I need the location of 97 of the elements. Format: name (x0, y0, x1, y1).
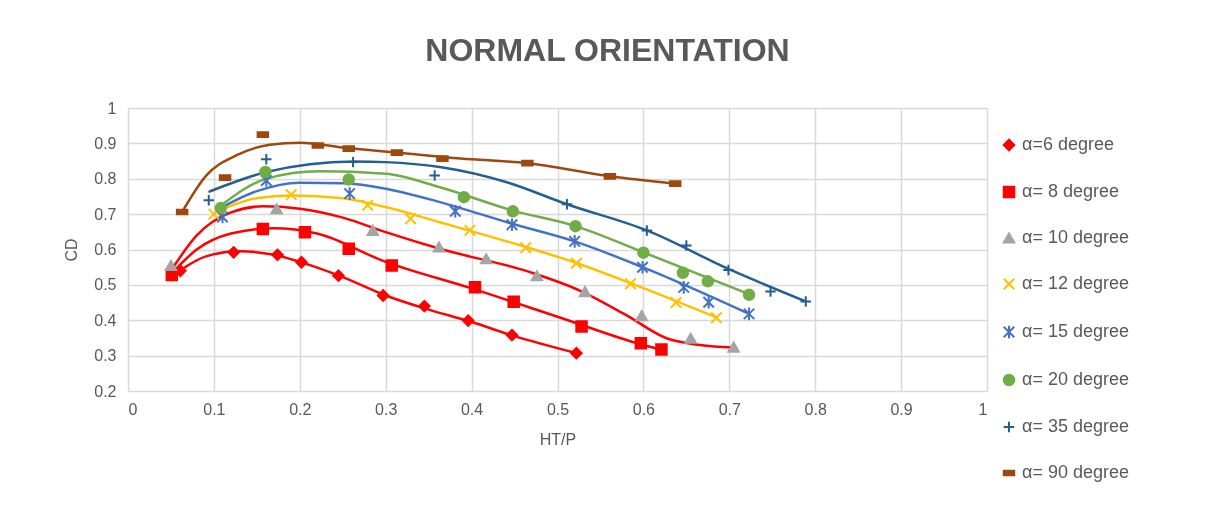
point (376, 289, 390, 302)
point (164, 259, 178, 271)
point (342, 173, 356, 186)
point (570, 346, 583, 360)
point (270, 203, 283, 215)
point (479, 253, 493, 265)
point (578, 286, 592, 298)
point (710, 311, 723, 325)
point (346, 155, 360, 169)
x-tick-label: 0 (128, 400, 138, 418)
point (463, 224, 477, 237)
x-tick-label: 0.5 (546, 400, 570, 418)
legend-label: α= 10 degree (1022, 227, 1129, 247)
point (799, 295, 812, 308)
point (260, 173, 273, 188)
point (449, 204, 462, 219)
point (742, 306, 756, 322)
point (530, 270, 544, 282)
y-tick-label: 1 (107, 99, 117, 117)
point (385, 259, 398, 272)
point (418, 299, 431, 313)
y-axis-title: CD (63, 238, 81, 262)
line-series (208, 160, 807, 303)
legend-label: α= 90 degree (1022, 462, 1129, 482)
point (635, 310, 648, 322)
x-tick-label: 0.7 (718, 400, 742, 418)
x-tick-label: 0.8 (804, 400, 827, 418)
y-tick-label: 0.4 (94, 311, 117, 329)
point (676, 266, 690, 280)
point (680, 239, 693, 252)
point (284, 188, 298, 201)
point (507, 295, 520, 309)
point (202, 194, 215, 207)
y-tick-label: 0.6 (94, 241, 117, 258)
point (684, 332, 697, 344)
point (260, 153, 273, 166)
point (569, 219, 582, 233)
point (624, 277, 637, 291)
legend-label: α= 15 degree (1022, 321, 1129, 341)
y-tick-label: 0.8 (94, 170, 117, 188)
y-tick-label: 0.7 (94, 205, 117, 223)
chart-title: NORMAL ORIENTATION (425, 32, 790, 68)
point (669, 296, 683, 309)
point (570, 257, 583, 270)
point (468, 281, 482, 294)
point (271, 248, 284, 262)
point (506, 205, 520, 218)
point (519, 241, 532, 254)
x-tick-label: 0.3 (375, 400, 398, 418)
x-tick-label: 1 (978, 400, 988, 418)
x-tick-label: 0.1 (203, 400, 226, 418)
x-tick-label: 0.6 (632, 400, 656, 418)
point (505, 328, 519, 342)
point (361, 199, 374, 212)
point (701, 275, 715, 288)
legend-label: α= 8 degree (1022, 181, 1119, 201)
point (568, 234, 581, 249)
point (637, 246, 650, 259)
point (227, 246, 240, 259)
x-axis-title: HT/P (539, 430, 577, 448)
point (702, 294, 715, 310)
y-tick-label: 0.3 (94, 347, 117, 365)
legend-label: α=6 degree (1022, 134, 1114, 154)
x-tick-label: 0.2 (289, 400, 312, 418)
point (295, 255, 308, 269)
y-tick-label: 0.2 (94, 382, 117, 400)
point (727, 341, 740, 353)
x-tick-label: 0.9 (890, 400, 913, 418)
point (343, 186, 356, 201)
point (742, 288, 756, 302)
y-tick-label: 0.5 (94, 276, 117, 294)
point (332, 269, 345, 282)
point (722, 263, 735, 277)
legend-label: α= 20 degree (1022, 369, 1129, 389)
point (505, 217, 519, 233)
legend-label: α= 12 degree (1022, 273, 1129, 293)
point (677, 280, 691, 295)
point (256, 222, 270, 236)
point (259, 165, 272, 179)
point (655, 343, 668, 356)
legend-label: α= 35 degree (1022, 416, 1129, 436)
point (298, 225, 312, 239)
point (634, 337, 648, 350)
point (640, 224, 654, 237)
point (575, 320, 588, 333)
point (457, 190, 471, 204)
point (428, 169, 441, 182)
point (366, 224, 380, 236)
x-tick-label: 0.4 (460, 400, 484, 418)
point (432, 241, 446, 253)
point (560, 197, 574, 211)
point (404, 212, 417, 225)
point (342, 242, 356, 256)
y-tick-label: 0.9 (94, 134, 117, 152)
point (214, 201, 228, 215)
point (461, 314, 475, 327)
point (636, 259, 649, 275)
